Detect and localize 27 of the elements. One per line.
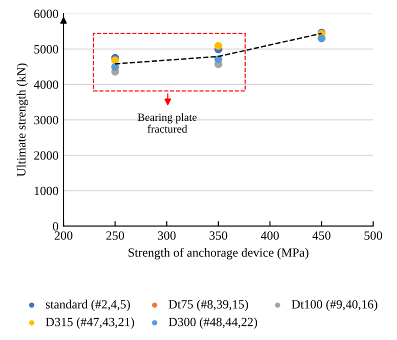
point [111,56,120,64]
x-tick-label: 350 [210,231,228,240]
legend-label: Dt75 (#8,39,15) [168,300,248,312]
annotation: Bearing plate fractured [138,113,197,133]
y-tick-label: 6000 [34,10,58,18]
legend-label: D300 (#48,44,22) [168,317,258,329]
legend-label: Dt100 (#9,40,16) [292,300,378,312]
x-tick-label: 450 [312,231,330,240]
x-tick-label: 200 [54,231,72,240]
x-tick-label: 250 [106,231,124,240]
y-tick-label: 5000 [34,45,58,54]
y-tick-label: 0 [52,222,58,231]
y-tick-label: 4000 [34,80,58,89]
y-tick-label: 2000 [34,151,58,160]
y-tick-label: 3000 [34,116,58,124]
point [111,63,120,72]
legend-label: standard (#2,4,5) [46,300,130,312]
y-tick-label: 1000 [34,186,58,196]
point [318,34,326,42]
point [214,42,222,50]
x-tick-label: 500 [364,231,382,240]
x-tick-label: 300 [158,231,176,240]
y-axis-title: Ultimate strength (kN) [16,63,28,177]
x-tick-label: 400 [260,231,279,240]
legend-label: D315 (#47,43,21) [46,317,134,329]
x-axis-title: Strength of anchorage device (MPa) [128,248,308,260]
point [214,55,222,64]
